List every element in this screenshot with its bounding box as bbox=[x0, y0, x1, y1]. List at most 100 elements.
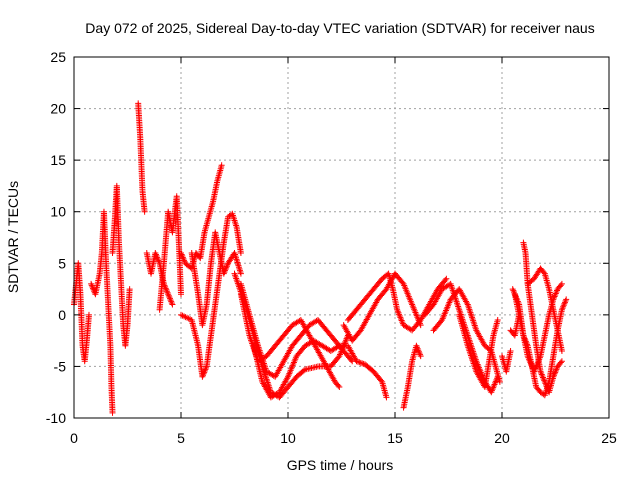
data-point bbox=[542, 380, 549, 387]
data-point bbox=[359, 360, 366, 367]
data-point bbox=[413, 342, 420, 349]
data-point bbox=[152, 249, 159, 256]
data-point bbox=[378, 377, 385, 384]
x-tick-label: 5 bbox=[177, 430, 185, 446]
data-point bbox=[558, 358, 565, 365]
data-point bbox=[169, 301, 176, 308]
data-point bbox=[221, 269, 228, 276]
data-point bbox=[222, 267, 229, 274]
data-point bbox=[550, 372, 557, 379]
y-tick-label: -5 bbox=[54, 358, 67, 374]
data-point bbox=[155, 257, 162, 264]
data-point bbox=[539, 373, 546, 380]
data-point bbox=[540, 269, 547, 276]
data-point bbox=[181, 257, 188, 264]
data-point bbox=[109, 409, 116, 416]
data-point bbox=[166, 295, 173, 302]
x-axis-label: GPS time / hours bbox=[287, 457, 394, 473]
data-point bbox=[539, 374, 546, 381]
data-point bbox=[562, 297, 569, 304]
data-point bbox=[152, 251, 159, 258]
data-point bbox=[540, 375, 547, 382]
data-point bbox=[164, 289, 171, 296]
data-point bbox=[179, 254, 186, 261]
data-point bbox=[202, 366, 209, 373]
x-tick-label: 0 bbox=[70, 430, 78, 446]
data-point bbox=[168, 300, 175, 307]
data-point bbox=[561, 299, 568, 306]
data-point bbox=[85, 311, 92, 318]
data-point bbox=[223, 263, 230, 270]
x-tick-label: 20 bbox=[494, 430, 510, 446]
data-point bbox=[516, 311, 523, 318]
data-point bbox=[552, 290, 559, 297]
plot-frame bbox=[73, 56, 610, 419]
data-point bbox=[168, 298, 175, 305]
data-point bbox=[415, 347, 422, 354]
data-point bbox=[223, 264, 230, 271]
data-point bbox=[165, 292, 172, 299]
data-point bbox=[552, 369, 559, 376]
data-point bbox=[558, 280, 565, 287]
data-point bbox=[417, 353, 424, 360]
data-point bbox=[200, 372, 207, 379]
data-point bbox=[353, 358, 360, 365]
data-point bbox=[537, 368, 544, 375]
data-point bbox=[220, 270, 227, 277]
data-point bbox=[178, 249, 184, 256]
data-point bbox=[356, 359, 363, 366]
data-point bbox=[553, 289, 560, 296]
data-point bbox=[141, 208, 148, 215]
y-tick-label: 0 bbox=[58, 307, 66, 323]
data-point bbox=[416, 350, 423, 357]
data-point bbox=[163, 288, 170, 295]
data-point bbox=[354, 358, 361, 365]
data-point bbox=[443, 275, 450, 282]
data-point bbox=[442, 277, 449, 284]
data-point bbox=[88, 282, 95, 289]
data-point bbox=[180, 255, 187, 262]
data-point bbox=[496, 378, 503, 385]
data-point bbox=[560, 303, 567, 310]
data-point bbox=[201, 369, 208, 376]
data-point bbox=[237, 270, 244, 277]
y-tick-label: 15 bbox=[50, 152, 66, 168]
y-tick-label: 10 bbox=[50, 204, 66, 220]
data-point bbox=[550, 373, 557, 380]
x-tick-labels: 0 5 10 15 20 25 bbox=[70, 430, 617, 446]
data-point bbox=[165, 291, 172, 298]
data-point bbox=[541, 377, 548, 384]
y-tick-label: -10 bbox=[46, 410, 66, 426]
data-point bbox=[559, 305, 566, 312]
x-tick-label: 15 bbox=[387, 430, 403, 446]
data-point bbox=[199, 373, 206, 380]
data-point bbox=[507, 347, 514, 354]
data-point bbox=[167, 297, 174, 304]
y-axis-label: SDTVAR / TECUs bbox=[5, 181, 21, 293]
data-point bbox=[200, 370, 207, 377]
data-point bbox=[560, 302, 567, 309]
data-point bbox=[88, 280, 95, 287]
data-point bbox=[155, 258, 162, 265]
data-point bbox=[237, 249, 244, 256]
data-point bbox=[383, 394, 390, 401]
data-point bbox=[178, 251, 185, 258]
data-point bbox=[218, 162, 225, 169]
data-point bbox=[154, 255, 161, 262]
data-point bbox=[563, 296, 570, 303]
data-point bbox=[89, 285, 96, 292]
data-point bbox=[415, 348, 422, 355]
data-point bbox=[357, 359, 364, 366]
data-point bbox=[538, 370, 545, 377]
y-tick-labels: -10 -5 0 5 10 15 20 25 bbox=[46, 49, 66, 426]
data-point bbox=[494, 317, 501, 324]
data-point bbox=[201, 367, 208, 374]
data-point bbox=[538, 371, 545, 378]
data-point bbox=[178, 291, 184, 298]
data-point bbox=[553, 366, 560, 373]
data-point bbox=[154, 254, 161, 261]
y-tick-label: 25 bbox=[50, 49, 66, 65]
data-point bbox=[414, 344, 421, 351]
data-point bbox=[334, 343, 341, 350]
